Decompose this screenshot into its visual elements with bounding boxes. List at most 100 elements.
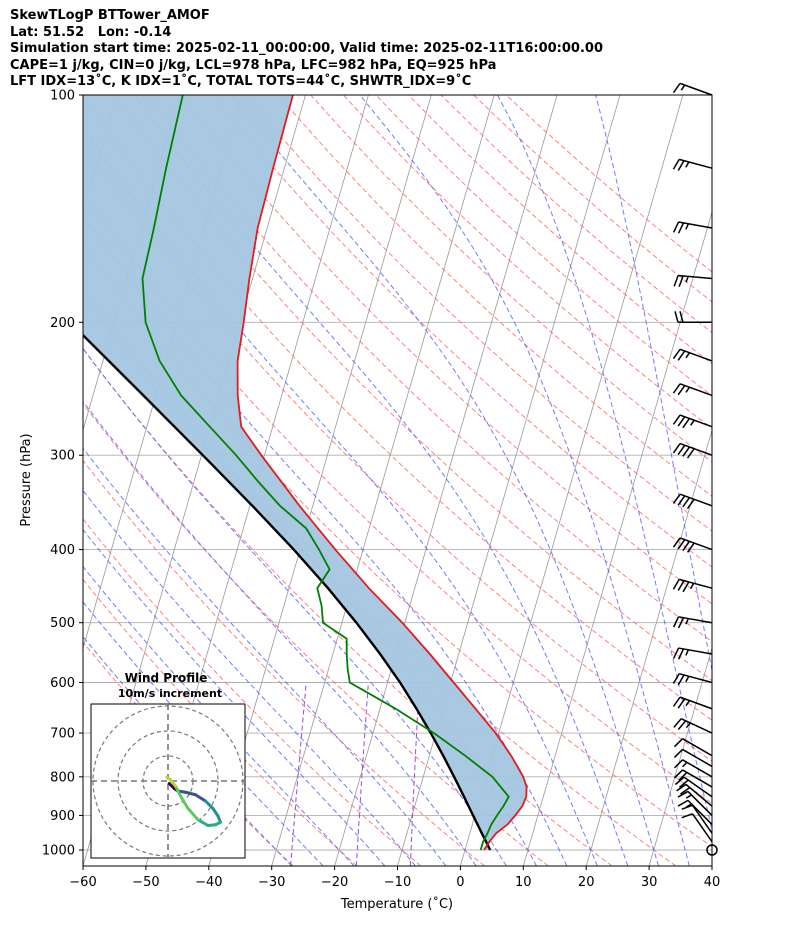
barb-staff	[679, 348, 713, 362]
wind-barb	[672, 616, 713, 629]
x-tick-label: −40	[195, 875, 222, 890]
barb-flag	[672, 696, 681, 707]
barb-flag	[672, 443, 681, 454]
barb-flag	[686, 542, 695, 553]
wind-barb	[672, 414, 713, 429]
wind-barb	[672, 158, 713, 171]
barb-staff	[691, 804, 713, 834]
x-tick-label: 0	[456, 875, 464, 890]
x-tick-label: −30	[258, 875, 285, 890]
barb-flag	[677, 416, 686, 427]
dry-adiabat	[245, 95, 712, 532]
barb-flag	[674, 311, 679, 323]
barb-half-flag	[685, 649, 690, 656]
dry-adiabat	[83, 459, 485, 866]
barb-flag	[677, 698, 686, 709]
wind-barb	[672, 383, 713, 397]
barb-flag	[677, 799, 689, 807]
barb-flag	[672, 221, 680, 233]
barb-flag	[672, 383, 681, 394]
wind-barb	[672, 442, 713, 459]
dry-adiabat	[83, 347, 613, 866]
barb-flag	[673, 769, 684, 779]
y-tick-label: 400	[50, 543, 75, 558]
y-tick-label: 1000	[42, 844, 75, 859]
barb-flag	[672, 537, 681, 548]
barb-half-flag	[685, 223, 690, 230]
barb-staff	[678, 221, 713, 229]
barb-staff	[679, 493, 713, 507]
wind-barb	[674, 776, 713, 798]
barb-flag	[672, 414, 681, 425]
barb-flag	[677, 160, 685, 171]
inset-content	[91, 704, 245, 858]
dry-adiabat	[180, 95, 712, 605]
barb-flag	[673, 759, 684, 769]
dewpoint-line	[141, 95, 510, 851]
isotherm-line	[648, 646, 712, 866]
wind-barb	[672, 348, 713, 362]
dry-adiabat	[83, 641, 294, 866]
hodograph-segment	[184, 790, 197, 797]
wind-barb	[674, 311, 712, 324]
y-tick-label: 300	[50, 449, 75, 464]
hodograph-segment	[174, 784, 182, 798]
moist-adiabat	[83, 528, 386, 866]
barb-staff	[682, 759, 713, 778]
wind-barb	[677, 790, 713, 816]
isotherm-line	[775, 95, 794, 866]
x-tick-label: 10	[515, 875, 532, 890]
barb-flag	[682, 446, 691, 457]
barb-flag	[678, 771, 688, 781]
barb-half-flag	[689, 582, 695, 590]
barb-flag	[679, 311, 684, 323]
barb-flag	[677, 617, 685, 629]
x-tick-label: −20	[321, 875, 348, 890]
chart-title: SkewTLogP BTTower_AMOF	[10, 8, 210, 23]
barb-flag	[677, 444, 686, 456]
hodograph-segment	[204, 799, 215, 810]
wind-barb	[672, 647, 713, 660]
barb-staff	[678, 616, 713, 624]
moist-adiabat	[83, 126, 598, 866]
barb-flag	[672, 673, 680, 684]
barb-flag	[677, 385, 686, 396]
barb-staff	[678, 274, 713, 280]
barb-staff	[680, 718, 713, 734]
isotherm-line	[522, 210, 712, 866]
barb-flag	[677, 674, 685, 686]
temperature-line	[236, 95, 528, 851]
moist-adiabat	[231, 95, 659, 866]
y-tick-label: 500	[50, 616, 75, 631]
barb-flag	[686, 448, 695, 459]
moist-adiabat	[595, 95, 712, 674]
hodograph-inset: Wind Profile 10m/s increment	[90, 671, 246, 859]
wind-barb	[672, 493, 713, 510]
location-label: Lat: 51.52 Lon: -0.14	[10, 24, 172, 40]
barb-flag	[682, 497, 691, 508]
barb-staff	[687, 790, 713, 816]
barb-staff	[679, 696, 713, 710]
barb-half-flag	[685, 722, 691, 729]
wind-barb	[672, 537, 713, 553]
wind-barb	[673, 718, 713, 734]
inset-subtitle: 10m/s increment	[118, 687, 222, 700]
barb-flag	[678, 779, 689, 788]
barb-flag	[679, 786, 691, 795]
dry-adiabat	[83, 294, 677, 866]
barb-flag	[682, 540, 691, 552]
barb-half-flag	[685, 352, 691, 359]
barb-half-flag	[685, 700, 691, 707]
wind-barb	[672, 672, 713, 686]
inset-title: Wind Profile	[125, 671, 208, 685]
barb-flag	[677, 350, 686, 361]
barb-flag	[678, 275, 684, 287]
barb-staff	[679, 82, 713, 96]
wind-barb-layer	[672, 82, 718, 856]
barb-staff	[687, 799, 713, 825]
y-tick-label: 600	[50, 676, 75, 691]
dry-adiabat	[83, 518, 422, 866]
barb-flag	[677, 580, 685, 591]
barb-staff	[683, 776, 713, 798]
